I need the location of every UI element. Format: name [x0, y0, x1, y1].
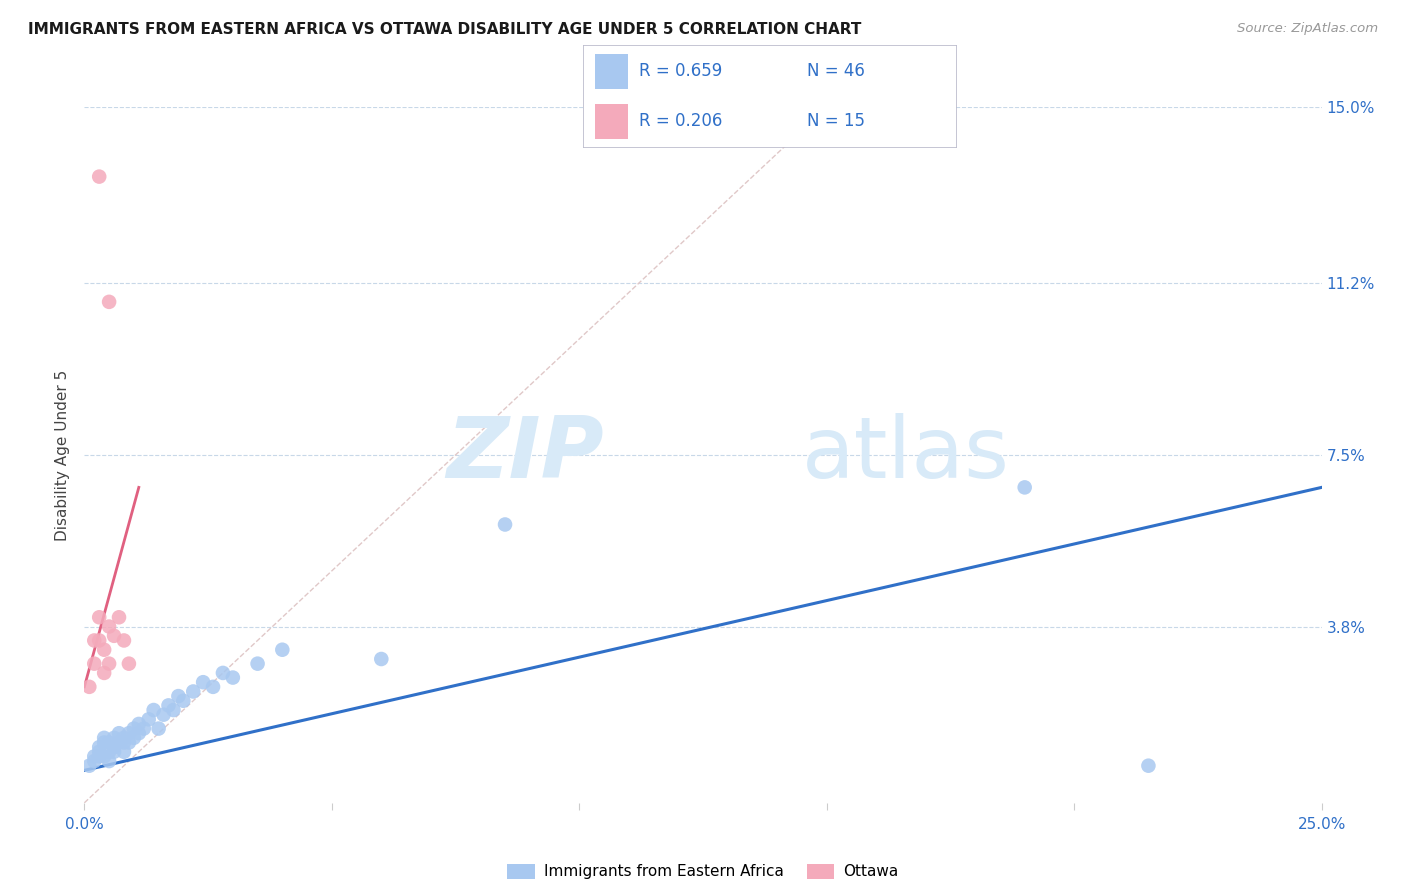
Text: Source: ZipAtlas.com: Source: ZipAtlas.com [1237, 22, 1378, 36]
Point [83, 633, 105, 648]
Point [98, 657, 121, 671]
Point [152, 707, 174, 722]
Point [1137, 758, 1160, 772]
FancyBboxPatch shape [595, 104, 628, 139]
Point [246, 657, 269, 671]
Point [93, 735, 115, 749]
Point [103, 740, 125, 755]
Point [142, 703, 165, 717]
Point [93, 642, 115, 657]
Legend: Immigrants from Eastern Africa, Ottawa: Immigrants from Eastern Africa, Ottawa [501, 858, 905, 886]
Point [103, 745, 125, 759]
Point [128, 717, 150, 731]
Point [271, 642, 294, 657]
Point [89, 610, 111, 624]
Point [370, 652, 392, 666]
Point [112, 735, 135, 749]
Point [112, 731, 135, 745]
Point [118, 735, 141, 749]
Y-axis label: Disability Age Under 5: Disability Age Under 5 [55, 369, 70, 541]
Text: R = 0.659: R = 0.659 [640, 62, 723, 80]
Point [181, 684, 204, 698]
Point [83, 749, 105, 764]
Point [108, 735, 131, 749]
Point [93, 749, 115, 764]
Point [148, 722, 170, 736]
Point [89, 169, 111, 184]
FancyBboxPatch shape [595, 54, 628, 88]
Point [108, 610, 131, 624]
Point [103, 731, 125, 745]
Point [191, 675, 214, 690]
Point [93, 665, 115, 680]
Point [98, 745, 121, 759]
Point [138, 712, 160, 726]
Point [89, 745, 111, 759]
Point [122, 722, 145, 736]
Point [103, 629, 125, 643]
Point [172, 694, 194, 708]
Point [112, 745, 135, 759]
Point [89, 749, 111, 764]
Point [162, 703, 184, 717]
Point [222, 671, 245, 685]
Point [98, 735, 121, 749]
Text: atlas: atlas [801, 413, 1010, 497]
Point [98, 619, 121, 633]
Point [118, 657, 141, 671]
Point [212, 665, 235, 680]
Point [167, 689, 190, 703]
Point [79, 680, 101, 694]
Point [122, 731, 145, 745]
Point [98, 754, 121, 768]
Point [108, 726, 131, 740]
Text: N = 15: N = 15 [807, 112, 865, 129]
Text: N = 46: N = 46 [807, 62, 865, 80]
Point [128, 726, 150, 740]
Point [494, 517, 516, 532]
Point [89, 633, 111, 648]
Point [157, 698, 180, 713]
Point [89, 740, 111, 755]
Point [112, 633, 135, 648]
Point [83, 754, 105, 768]
Point [202, 680, 225, 694]
Point [83, 657, 105, 671]
Text: IMMIGRANTS FROM EASTERN AFRICA VS OTTAWA DISABILITY AGE UNDER 5 CORRELATION CHAR: IMMIGRANTS FROM EASTERN AFRICA VS OTTAWA… [28, 22, 862, 37]
Text: ZIP: ZIP [446, 413, 605, 497]
Point [1014, 480, 1036, 494]
Point [79, 758, 101, 772]
Point [93, 731, 115, 745]
Text: R = 0.206: R = 0.206 [640, 112, 723, 129]
Point [98, 294, 121, 309]
Point [132, 722, 155, 736]
Point [118, 726, 141, 740]
